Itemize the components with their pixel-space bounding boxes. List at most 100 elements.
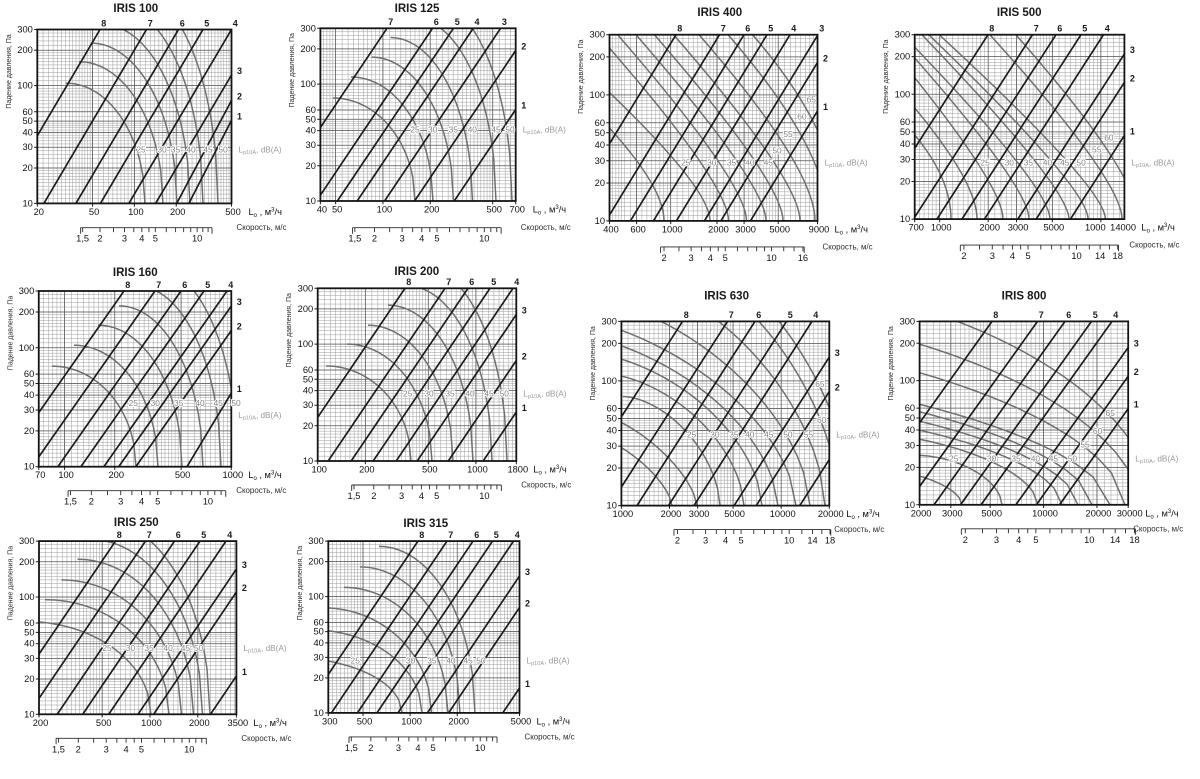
svg-text:2000: 2000 — [911, 508, 932, 518]
svg-text:Lp10A, dB(A): Lp10A, dB(A) — [825, 159, 868, 170]
svg-text:Скорость, м/с: Скорость, м/с — [521, 481, 571, 490]
svg-text:40: 40 — [306, 126, 316, 136]
svg-text:3: 3 — [400, 234, 405, 244]
svg-text:30: 30 — [151, 398, 161, 408]
svg-text:50: 50 — [900, 127, 910, 137]
svg-text:40: 40 — [1043, 158, 1053, 168]
svg-text:5: 5 — [434, 491, 439, 501]
svg-text:45: 45 — [764, 158, 774, 168]
svg-text:40: 40 — [446, 655, 456, 665]
svg-text:5000: 5000 — [511, 716, 532, 726]
svg-text:4: 4 — [723, 536, 728, 546]
svg-text:3: 3 — [835, 348, 840, 358]
svg-text:40: 40 — [24, 639, 34, 649]
svg-text:1800: 1800 — [507, 465, 528, 475]
svg-text:6: 6 — [180, 18, 185, 28]
svg-text:100: 100 — [298, 339, 314, 349]
svg-text:Lp10A, dB(A): Lp10A, dB(A) — [1131, 159, 1174, 170]
svg-text:3: 3 — [502, 17, 507, 27]
svg-text:30: 30 — [424, 389, 434, 399]
svg-text:3000: 3000 — [735, 224, 756, 234]
svg-text:Lp10A, dB(A): Lp10A, dB(A) — [836, 431, 879, 442]
svg-text:25: 25 — [949, 454, 959, 464]
svg-text:2: 2 — [675, 536, 680, 546]
svg-text:200: 200 — [895, 52, 911, 62]
svg-text:IRIS 500: IRIS 500 — [997, 7, 1042, 19]
svg-text:20: 20 — [900, 177, 910, 187]
svg-text:2: 2 — [1130, 73, 1135, 83]
svg-text:30: 30 — [900, 155, 910, 165]
svg-text:2: 2 — [521, 42, 526, 52]
svg-text:200: 200 — [424, 205, 440, 215]
svg-text:30: 30 — [987, 454, 997, 464]
svg-text:40: 40 — [1031, 454, 1041, 464]
svg-text:10: 10 — [784, 536, 794, 546]
svg-text:6: 6 — [1066, 310, 1071, 320]
svg-text:8: 8 — [117, 530, 122, 540]
svg-text:500: 500 — [357, 716, 373, 726]
svg-text:4: 4 — [515, 530, 520, 540]
svg-text:300: 300 — [19, 536, 35, 546]
svg-text:50: 50 — [89, 207, 99, 217]
svg-text:Lp10A, dB(A): Lp10A, dB(A) — [527, 656, 570, 667]
svg-text:2: 2 — [237, 322, 242, 332]
svg-text:3: 3 — [237, 66, 242, 76]
svg-text:50: 50 — [595, 128, 605, 138]
svg-text:Lo , м3/ч: Lo , м3/ч — [533, 465, 567, 477]
svg-text:10: 10 — [24, 709, 34, 719]
svg-text:30: 30 — [313, 652, 323, 662]
svg-text:Падение давления, Па: Падение давления, Па — [297, 546, 304, 621]
svg-text:Lp10A, dB(A): Lp10A, dB(A) — [523, 390, 566, 401]
svg-text:55: 55 — [783, 129, 793, 139]
svg-text:60: 60 — [1093, 426, 1103, 436]
svg-text:7: 7 — [156, 280, 161, 290]
svg-text:200: 200 — [601, 338, 617, 348]
svg-text:500: 500 — [486, 205, 502, 215]
svg-text:3: 3 — [703, 536, 708, 546]
svg-text:4: 4 — [227, 530, 232, 540]
svg-text:35: 35 — [427, 655, 437, 665]
svg-text:1,5: 1,5 — [345, 743, 358, 753]
svg-text:60: 60 — [797, 112, 807, 122]
svg-text:4: 4 — [1105, 24, 1110, 34]
svg-text:5: 5 — [768, 24, 773, 34]
svg-text:5: 5 — [155, 497, 160, 507]
svg-text:1000: 1000 — [1085, 223, 1106, 233]
svg-text:18: 18 — [825, 536, 835, 546]
svg-text:2: 2 — [1134, 367, 1139, 377]
svg-text:50: 50 — [1068, 454, 1078, 464]
svg-text:5: 5 — [1082, 24, 1087, 34]
svg-text:14: 14 — [1110, 535, 1120, 545]
svg-text:5000: 5000 — [769, 224, 790, 234]
svg-text:1: 1 — [823, 102, 828, 112]
svg-text:35: 35 — [171, 145, 181, 155]
svg-text:2000: 2000 — [661, 509, 682, 519]
svg-text:1,5: 1,5 — [348, 234, 361, 244]
svg-text:6: 6 — [756, 310, 761, 320]
svg-text:1,5: 1,5 — [52, 744, 65, 754]
svg-text:IRIS 800: IRIS 800 — [1002, 291, 1047, 303]
svg-text:3: 3 — [122, 234, 127, 244]
svg-text:5: 5 — [491, 277, 496, 287]
svg-text:4: 4 — [415, 743, 420, 753]
svg-text:35: 35 — [727, 158, 737, 168]
svg-text:35: 35 — [729, 430, 739, 440]
svg-text:Падение давления, Па: Падение давления, Па — [286, 293, 293, 368]
svg-text:4: 4 — [474, 17, 479, 27]
svg-text:5: 5 — [153, 234, 158, 244]
svg-text:10: 10 — [306, 196, 316, 206]
svg-text:Скорость, м/с: Скорость, м/с — [823, 242, 873, 251]
svg-text:60: 60 — [905, 403, 915, 413]
svg-text:20: 20 — [22, 163, 32, 173]
svg-text:50: 50 — [505, 125, 515, 135]
svg-text:8: 8 — [125, 280, 130, 290]
svg-text:100: 100 — [19, 343, 35, 353]
svg-text:50: 50 — [218, 145, 228, 155]
svg-text:1: 1 — [1130, 127, 1135, 137]
svg-text:7: 7 — [1034, 24, 1039, 34]
svg-text:30: 30 — [22, 142, 32, 152]
svg-text:8: 8 — [993, 310, 998, 320]
svg-text:30: 30 — [595, 156, 605, 166]
svg-text:10: 10 — [313, 708, 323, 718]
svg-text:5: 5 — [739, 536, 744, 546]
